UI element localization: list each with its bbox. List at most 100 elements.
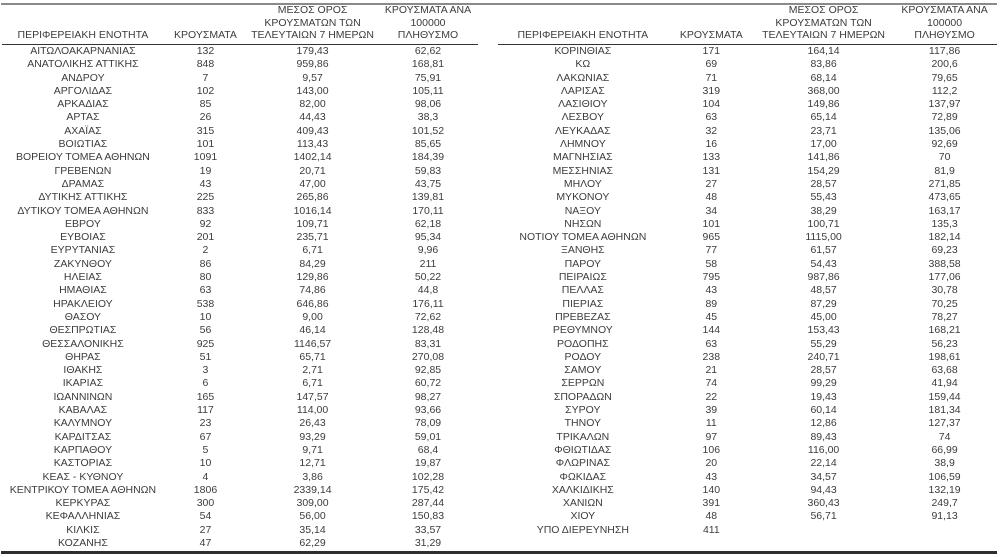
cell-cases: 86 bbox=[199, 257, 212, 270]
cell-region: ΒΟΡΕΙΟΥ ΤΟΜΕΑ ΑΘΗΝΩΝ bbox=[15, 151, 150, 164]
cell-avg7days: 93,29 bbox=[299, 430, 326, 443]
cell-per100k: 33,57 bbox=[414, 523, 442, 536]
table-row: ΙΩΑΝΝΙΝΩΝ 165 147,57 98,27 bbox=[2, 391, 478, 404]
cell-avg7days: 154,29 bbox=[807, 164, 840, 177]
cell-per100k: 92,85 bbox=[414, 364, 442, 377]
cell-avg7days: 235,71 bbox=[296, 231, 329, 244]
cell-avg7days: 35,14 bbox=[299, 523, 326, 536]
cell-per100k: 63,68 bbox=[931, 364, 958, 377]
cell-avg7days: 55,43 bbox=[810, 191, 837, 204]
table-row: ΚΩ 69 83,86 200,6 bbox=[498, 58, 997, 71]
cell-per100k: 50,22 bbox=[414, 271, 442, 284]
cell-avg7days: 12,86 bbox=[810, 417, 837, 430]
cell-region: ΦΘΙΩΤΙΔΑΣ bbox=[554, 443, 612, 456]
cell-per100k: 93,66 bbox=[414, 404, 442, 417]
cell-region: ΠΕΛΛΑΣ bbox=[561, 284, 604, 297]
cell-region: ΚΙΛΚΙΣ bbox=[66, 523, 100, 536]
col-header-per100k: ΚΡΟΥΣΜΑΤΑ ΑΝΑ 100000 ΠΛΗΘΥΣΜΟ bbox=[892, 4, 997, 44]
cell-region: ΒΟΙΩΤΙΑΣ bbox=[58, 138, 108, 151]
table-row: ΘΕΣΠΡΩΤΙΑΣ 56 46,14 128,48 bbox=[2, 324, 478, 337]
cell-per100k: 168,21 bbox=[928, 324, 961, 337]
cell-cases: 89 bbox=[705, 297, 718, 310]
cell-per100k: 211 bbox=[419, 257, 437, 270]
cell-per100k: 59,01 bbox=[414, 430, 442, 443]
cell-avg7days: 100,71 bbox=[807, 217, 840, 230]
cell-cases: 48 bbox=[705, 510, 718, 523]
table-row: ΞΑΝΘΗΣ 77 61,57 69,23 bbox=[498, 244, 997, 257]
cell-avg7days: 62,29 bbox=[299, 536, 326, 549]
table-row: ΚΕΡΚΥΡΑΣ 300 309,00 287,44 bbox=[2, 497, 478, 510]
cell-cases: 315 bbox=[196, 124, 215, 137]
cell-cases: 20 bbox=[705, 457, 718, 470]
col-header-cases-label: ΚΡΟΥΣΜΑΤΑ bbox=[174, 29, 237, 42]
cell-cases: 43 bbox=[199, 177, 212, 190]
cell-avg7days: 65,14 bbox=[810, 111, 837, 124]
table-row: ΚΑΣΤΟΡΙΑΣ 10 12,71 19,87 bbox=[2, 457, 478, 470]
cell-avg7days: 6,71 bbox=[302, 244, 323, 257]
cell-cases: 2 bbox=[202, 244, 209, 257]
cell-per100k: 72,89 bbox=[931, 111, 958, 124]
cell-avg7days: 84,29 bbox=[299, 257, 326, 270]
table-row: ΡΟΔΟΥ 238 240,71 198,61 bbox=[498, 351, 997, 364]
cell-avg7days: 9,57 bbox=[302, 71, 323, 84]
cell-region: ΚΕΑΣ - ΚΥΘΝΟΥ bbox=[42, 470, 124, 483]
cell-region: ΧΙΟΥ bbox=[570, 510, 596, 523]
cell-per100k: 127,37 bbox=[928, 417, 961, 430]
cases-table-right-panel: ΠΕΡΙΦΕΡΕΙΑΚΗ ΕΝΟΤΗΤΑ ΚΡΟΥΣΜΑΤΑ ΜΕΣΟΣ ΟΡΟ… bbox=[498, 4, 997, 537]
cell-cases: 85 bbox=[199, 98, 212, 111]
cell-avg7days: 26,43 bbox=[299, 417, 326, 430]
cell-per100k: 68,4 bbox=[417, 443, 439, 456]
cell-avg7days: 959,86 bbox=[296, 58, 329, 71]
table-row: ΡΟΔΟΠΗΣ 63 55,29 56,23 bbox=[498, 338, 997, 351]
cell-per100k: 163,17 bbox=[928, 204, 961, 217]
cell-region: ΚΟΖΑΝΗΣ bbox=[57, 536, 108, 549]
cell-region: ΡΟΔΟΠΗΣ bbox=[557, 337, 609, 350]
cell-per100k: 139,81 bbox=[411, 191, 445, 204]
cell-region: ΡΕΘΥΜΝΟΥ bbox=[552, 324, 613, 337]
table-row: ΠΙΕΡΙΑΣ 89 87,29 70,25 bbox=[498, 298, 997, 311]
cell-avg7days: 65,71 bbox=[299, 350, 326, 363]
table-row: ΣΠΟΡΑΔΩΝ 22 19,43 159,44 bbox=[498, 391, 997, 404]
cell-cases: 67 bbox=[199, 430, 212, 443]
cell-avg7days: 28,57 bbox=[810, 177, 837, 190]
table-row: ΙΚΑΡΙΑΣ 6 6,71 60,72 bbox=[2, 377, 478, 390]
cell-region: ΡΟΔΟΥ bbox=[564, 350, 602, 363]
table-row: ΓΡΕΒΕΝΩΝ 19 20,71 59,83 bbox=[2, 165, 478, 178]
cell-per100k: 135,06 bbox=[928, 124, 961, 137]
cell-per100k: 83,31 bbox=[414, 337, 442, 350]
cell-region: ΗΜΑΘΙΑΣ bbox=[59, 284, 107, 297]
cell-avg7days: 82,00 bbox=[299, 98, 326, 111]
cell-cases: 45 bbox=[705, 310, 718, 323]
cell-cases: 80 bbox=[199, 271, 212, 284]
table-row: ΚΕΝΤΡΙΚΟΥ ΤΟΜΕΑ ΑΘΗΝΩΝ 1806 2339,14 175,42 bbox=[2, 484, 478, 497]
cell-avg7days: 409,43 bbox=[296, 124, 329, 137]
cell-per100k: 30,78 bbox=[931, 284, 958, 297]
cell-avg7days: 113,43 bbox=[296, 138, 329, 151]
cell-avg7days: 368,00 bbox=[807, 84, 840, 97]
table-row: ΣΥΡΟΥ 39 60,14 181,34 bbox=[498, 404, 997, 417]
cell-per100k: 75,91 bbox=[414, 71, 442, 84]
table-row: ΛΗΜΝΟΥ 16 17,00 92,69 bbox=[498, 138, 997, 151]
table-row: ΝΑΞΟΥ 34 38,29 163,17 bbox=[498, 205, 997, 218]
cell-avg7days bbox=[755, 524, 892, 537]
cell-region: ΖΑΚΥΝΘΟΥ bbox=[53, 257, 112, 270]
cell-avg7days: 1146,57 bbox=[293, 337, 332, 350]
cell-per100k: 270,08 bbox=[411, 350, 445, 363]
cell-per100k: 112,2 bbox=[931, 84, 958, 97]
col-header-avg7days: ΜΕΣΟΣ ΟΡΟΣ ΚΡΟΥΣΜΑΤΩΝ ΤΩΝ ΤΕΛΕΥΤΑΙΩΝ 7 Η… bbox=[247, 4, 378, 44]
cell-avg7days: 309,00 bbox=[296, 497, 329, 510]
cell-region: ΤΗΝΟΥ bbox=[564, 417, 602, 430]
cell-per100k: 102,28 bbox=[411, 470, 445, 483]
table-top-border bbox=[1, 3, 997, 5]
table-row: ΙΘΑΚΗΣ 3 2,71 92,85 bbox=[2, 364, 478, 377]
cell-per100k: 388,58 bbox=[928, 257, 961, 270]
cell-avg7days: 141,86 bbox=[807, 151, 840, 164]
table-row: ΑΧΑΪΑΣ 315 409,43 101,52 bbox=[2, 125, 478, 138]
cell-cases: 54 bbox=[199, 510, 212, 523]
cell-cases: 132 bbox=[196, 45, 215, 57]
cell-per100k: 70 bbox=[938, 151, 951, 164]
cell-avg7days: 9,00 bbox=[302, 310, 323, 323]
table-row: ΜΥΚΟΝΟΥ 48 55,43 473,65 bbox=[498, 191, 997, 204]
cell-cases: 51 bbox=[199, 350, 212, 363]
cell-per100k: 56,23 bbox=[931, 337, 958, 350]
